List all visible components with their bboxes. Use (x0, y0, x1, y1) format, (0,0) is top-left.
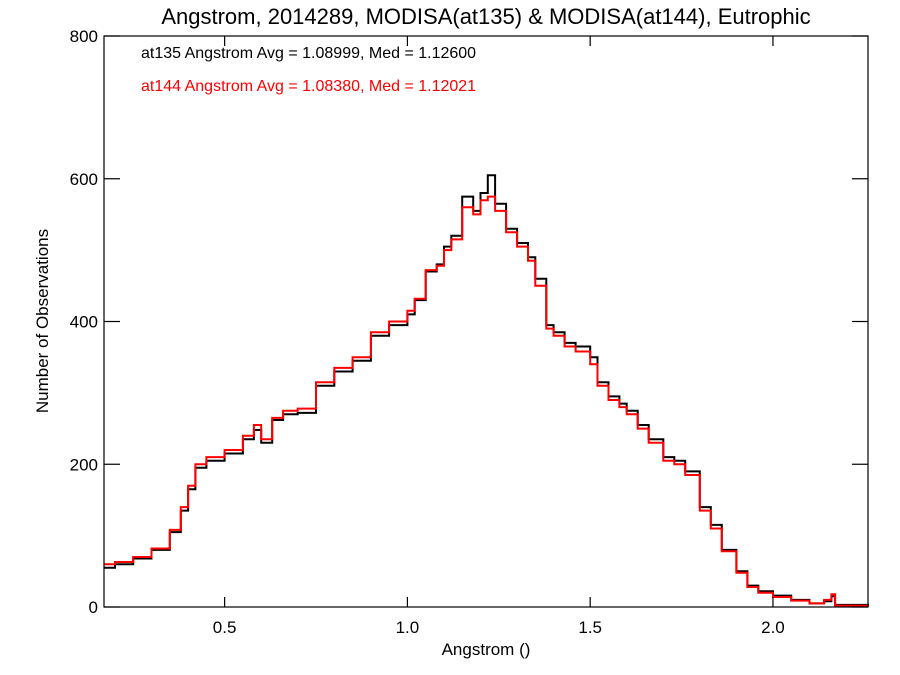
stat-label-at135: at135 Angstrom Avg = 1.08999, Med = 1.12… (141, 45, 476, 62)
series-line-at144 (104, 195, 869, 607)
x-axis-label: Angstrom () (442, 640, 531, 659)
x-tick-label: 1.5 (578, 618, 602, 637)
y-tick-label: 200 (70, 455, 98, 474)
series-line-at135 (104, 174, 869, 607)
y-tick-label: 600 (70, 170, 98, 189)
y-tick-label: 400 (70, 313, 98, 332)
chart-title: Angstrom, 2014289, MODISA(at135) & MODIS… (161, 4, 810, 29)
y-tick-label: 800 (70, 27, 98, 46)
y-tick-label: 0 (89, 598, 98, 617)
stat-label-at144: at144 Angstrom Avg = 1.08380, Med = 1.12… (141, 78, 476, 95)
tick-layer: 0.5 1.0 1.5 2.0 0 200 400 600 800 (70, 27, 868, 637)
x-tick-label: 0.5 (213, 618, 237, 637)
series-layer (104, 174, 869, 607)
plot-frame (103, 35, 869, 608)
x-tick-label: 2.0 (761, 618, 785, 637)
x-tick-label: 1.0 (396, 618, 420, 637)
y-axis-label: Number of Observations (33, 229, 52, 413)
